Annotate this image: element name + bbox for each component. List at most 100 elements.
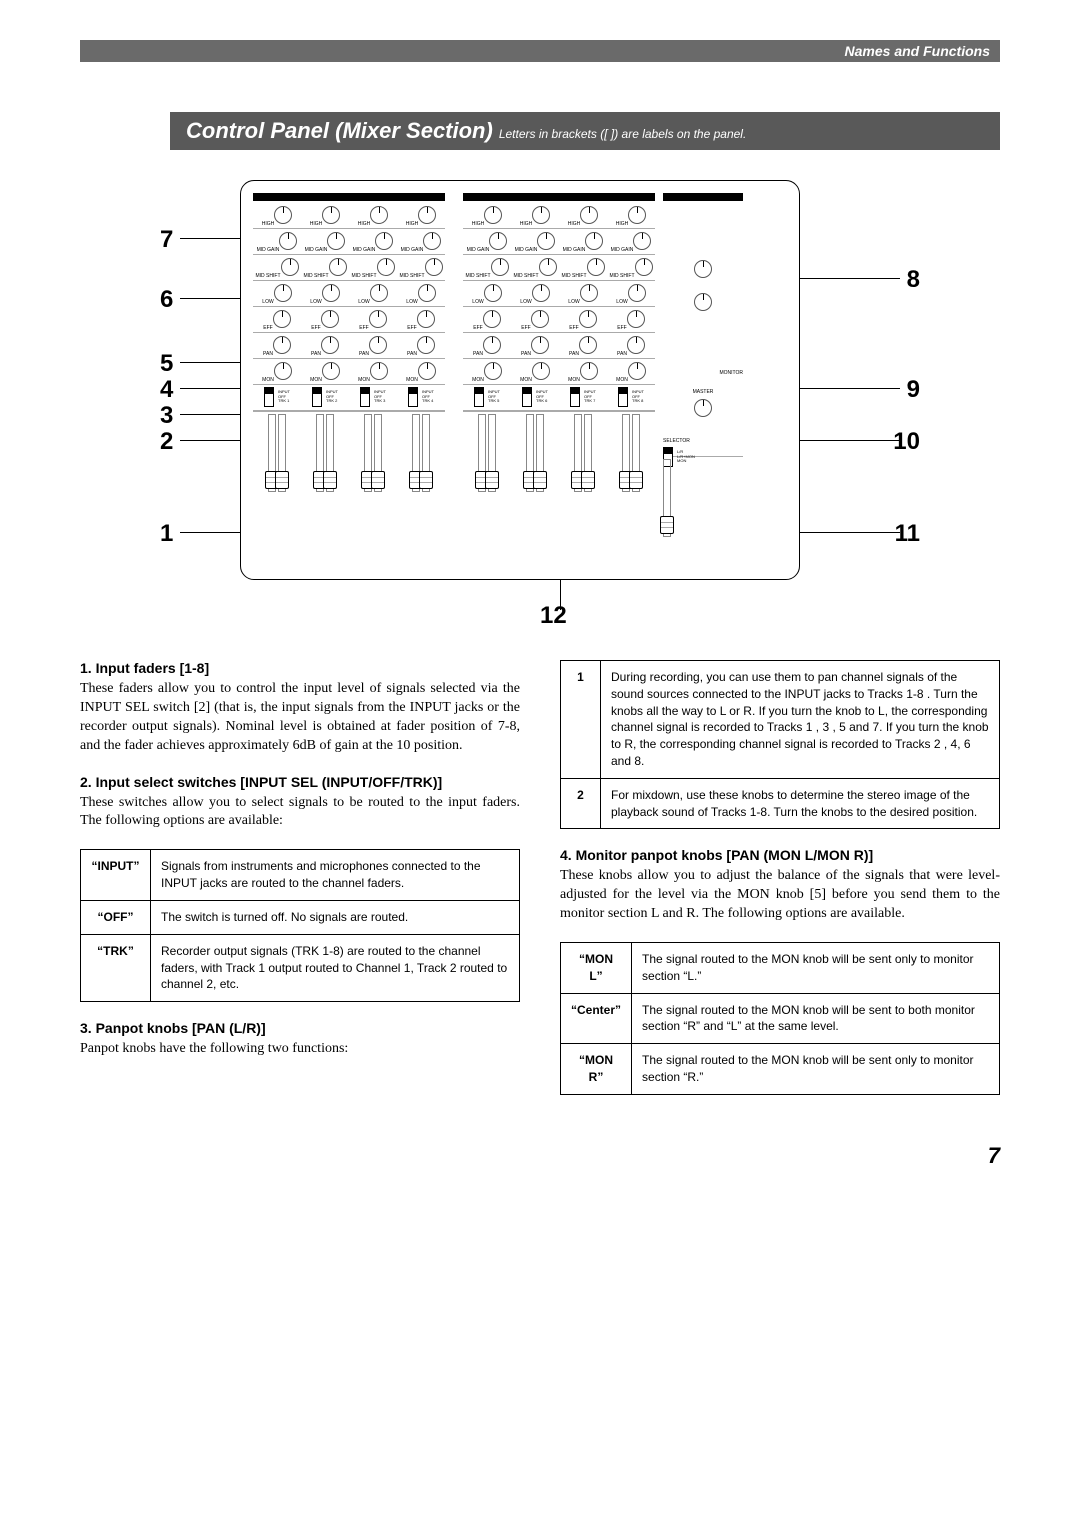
mon-knob <box>418 362 436 380</box>
callout-10: 10 <box>893 428 920 456</box>
eq-knob <box>279 232 297 250</box>
callout-2: 2 <box>160 428 173 456</box>
input-sel-switch <box>570 387 580 407</box>
channel-strip: HIGHMID GAINMID SHIFTLOWEFFPANMON INPUTO… <box>559 193 607 497</box>
eq-knob <box>329 258 347 276</box>
eff-knob <box>531 310 549 328</box>
input-sel-switch <box>618 387 628 407</box>
eq-knob <box>281 258 299 276</box>
eq-knob <box>418 206 436 224</box>
eq-knob <box>585 232 603 250</box>
mixer-diagram: 7 6 5 4 3 2 1 8 9 10 11 12 HIGHMID GAINM… <box>140 180 940 630</box>
eq-knob <box>539 258 557 276</box>
s4-heading: 4. Monitor panpot knobs [PAN (MON L/MON … <box>560 847 1000 863</box>
callout-5: 5 <box>160 350 173 378</box>
channel-strip: HIGHMID GAINMID SHIFTLOWEFFPANMON INPUTO… <box>349 193 397 497</box>
input-fader <box>278 414 286 492</box>
right-column: 1During recording, you can use them to p… <box>560 660 1000 1113</box>
eff-knob <box>273 310 291 328</box>
eq-knob <box>633 232 651 250</box>
s3-body: Panpot knobs have the following two func… <box>80 1040 520 1059</box>
callout-3: 3 <box>160 402 173 430</box>
eq-knob <box>587 258 605 276</box>
table-row: 2For mixdown, use these knobs to determi… <box>561 778 1000 829</box>
s4-body: These knobs allow you to adjust the bala… <box>560 867 1000 924</box>
s1-heading: 1. Input faders [1-8] <box>80 660 520 676</box>
s2-table: “INPUT”Signals from instruments and micr… <box>80 849 520 1002</box>
eff-knob <box>483 310 501 328</box>
channel-strip: HIGHMID GAINMID SHIFTLOWEFFPANMON INPUTO… <box>463 193 511 497</box>
mon-knob <box>580 362 598 380</box>
mixer-panel: HIGHMID GAINMID SHIFTLOWEFFPANMON INPUTO… <box>240 180 800 580</box>
monitor-knob <box>694 260 712 278</box>
pan-knob <box>417 336 435 354</box>
mon-knob <box>484 362 502 380</box>
eq-knob <box>580 206 598 224</box>
mon-knob <box>274 362 292 380</box>
mon-knob <box>532 362 550 380</box>
s3-heading: 3. Panpot knobs [PAN (L/R)] <box>80 1020 520 1036</box>
table-row: “INPUT”Signals from instruments and micr… <box>81 850 520 901</box>
eq-knob <box>322 284 340 302</box>
s2-body: These switches allow you to select signa… <box>80 794 520 832</box>
mon-knob <box>628 362 646 380</box>
eff-knob <box>627 310 645 328</box>
input-sel-switch <box>360 387 370 407</box>
table-row: “MON R”The signal routed to the MON knob… <box>561 1044 1000 1095</box>
eq-knob <box>418 284 436 302</box>
content-columns: 1. Input faders [1-8] These faders allow… <box>80 660 1000 1113</box>
s3-table: 1During recording, you can use them to p… <box>560 660 1000 829</box>
s2-heading: 2. Input select switches [INPUT SEL (INP… <box>80 774 520 790</box>
master-fader <box>663 459 671 537</box>
channel-strip: HIGHMID GAINMID SHIFTLOWEFFPANMON INPUTO… <box>607 193 655 497</box>
channel-strips: HIGHMID GAINMID SHIFTLOWEFFPANMON INPUTO… <box>253 193 787 543</box>
pan-knob <box>483 336 501 354</box>
page-title: Control Panel (Mixer Section) <box>186 118 493 144</box>
pan-knob <box>369 336 387 354</box>
eq-knob <box>423 232 441 250</box>
eq-knob <box>375 232 393 250</box>
callout-12: 12 <box>540 602 567 630</box>
input-fader <box>632 414 640 492</box>
table-row: “MON L”The signal routed to the MON knob… <box>561 943 1000 994</box>
table-row: “TRK”Recorder output signals (TRK 1-8) a… <box>81 934 520 1001</box>
input-fader <box>488 414 496 492</box>
callout-4: 4 <box>160 376 173 404</box>
input-fader <box>536 414 544 492</box>
callout-1: 1 <box>160 520 173 548</box>
eq-knob <box>532 206 550 224</box>
pan-knob <box>273 336 291 354</box>
pan-knob <box>321 336 339 354</box>
input-sel-switch <box>312 387 322 407</box>
page-subtitle: Letters in brackets ([ ]) are labels on … <box>499 127 746 141</box>
eq-knob <box>635 258 653 276</box>
master-section: MONITORMASTERSELECTOR L/RL/R+MONMON <box>663 193 743 543</box>
mon-knob <box>322 362 340 380</box>
eff-knob <box>369 310 387 328</box>
eq-knob <box>537 232 555 250</box>
channel-strip: HIGHMID GAINMID SHIFTLOWEFFPANMON INPUTO… <box>397 193 445 497</box>
eff-knob <box>321 310 339 328</box>
pan-knob <box>531 336 549 354</box>
title-bar: Control Panel (Mixer Section) Letters in… <box>170 112 1000 150</box>
monitor-knob <box>694 293 712 311</box>
input-sel-switch <box>522 387 532 407</box>
input-fader <box>326 414 334 492</box>
eq-knob <box>484 284 502 302</box>
callout-11: 11 <box>895 520 920 548</box>
callout-8: 8 <box>907 266 920 294</box>
input-sel-switch <box>408 387 418 407</box>
input-fader <box>422 414 430 492</box>
eq-knob <box>425 258 443 276</box>
eq-knob <box>377 258 395 276</box>
eq-knob <box>489 232 507 250</box>
eq-knob <box>628 284 646 302</box>
input-sel-switch <box>264 387 274 407</box>
input-sel-switch <box>474 387 484 407</box>
eff-knob <box>417 310 435 328</box>
header-bar: Names and Functions <box>80 40 1000 62</box>
eq-knob <box>274 206 292 224</box>
channel-strip: HIGHMID GAINMID SHIFTLOWEFFPANMON INPUTO… <box>511 193 559 497</box>
input-fader <box>374 414 382 492</box>
eq-knob <box>274 284 292 302</box>
